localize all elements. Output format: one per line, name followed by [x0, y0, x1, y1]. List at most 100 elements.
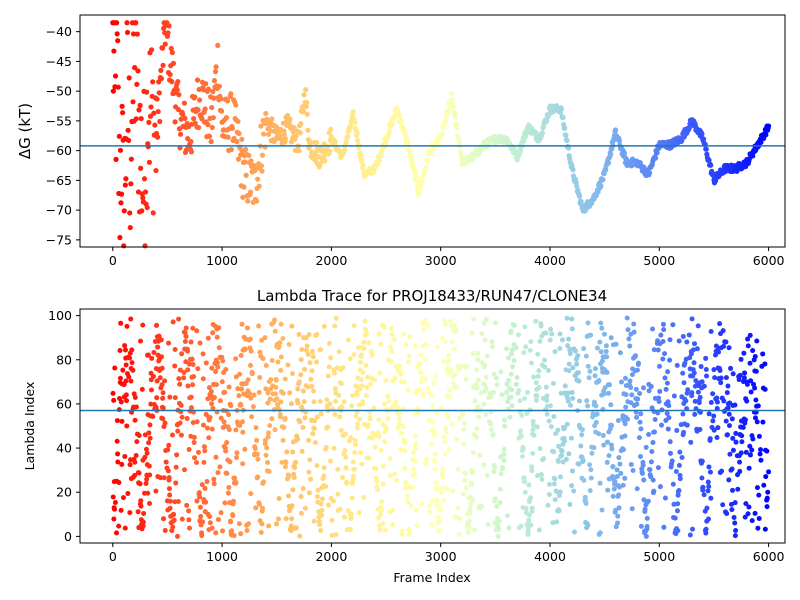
lambda-point	[203, 499, 209, 505]
lambda-point	[293, 525, 299, 531]
lambda-point	[136, 433, 142, 438]
lambda-point	[119, 461, 125, 467]
lambda-point	[209, 426, 215, 432]
lambda-point	[521, 446, 527, 452]
lambda-point	[741, 350, 747, 356]
lambda-point	[286, 493, 292, 499]
lambda-point	[360, 369, 366, 375]
lambda-point	[732, 402, 738, 408]
lambda-point	[479, 331, 485, 337]
delta-g-point	[142, 243, 148, 249]
delta-g-point	[616, 138, 623, 144]
lambda-point	[305, 352, 311, 358]
lambda-point	[140, 519, 146, 525]
lambda-point	[150, 413, 156, 419]
lambda-point	[416, 360, 422, 366]
delta-g-point	[247, 189, 254, 195]
lambda-point	[681, 380, 687, 386]
lambda-point	[542, 364, 548, 370]
lambda-point	[511, 358, 517, 364]
lambda-point	[279, 459, 285, 465]
delta-g-point	[414, 178, 420, 184]
lambda-point	[138, 498, 144, 504]
lambda-point	[539, 476, 545, 482]
delta-g-point	[130, 99, 136, 105]
delta-g-point	[419, 178, 425, 184]
lambda-point	[342, 514, 348, 520]
delta-g-point	[652, 155, 659, 161]
lambda-point	[719, 468, 725, 474]
lambda-point	[339, 404, 345, 410]
lambda-point	[171, 511, 177, 517]
lambda-point	[364, 374, 370, 380]
lambda-point	[518, 523, 524, 529]
lambda-point	[662, 351, 668, 357]
delta-g-point	[124, 20, 130, 26]
lambda-point	[380, 481, 386, 487]
lambda-point	[306, 469, 312, 475]
lambda-point	[402, 465, 408, 471]
lambda-point	[763, 474, 769, 480]
lambda-point	[530, 427, 536, 433]
lambda-point	[393, 399, 399, 405]
lambda-point	[222, 389, 228, 395]
lambda-point	[283, 460, 289, 466]
lambda-point	[566, 451, 572, 457]
lambda-point	[468, 502, 474, 508]
lambda-point	[671, 393, 677, 399]
lambda-point	[262, 335, 268, 341]
delta-g-point	[290, 129, 296, 135]
delta-g-axes-frame	[79, 14, 786, 248]
lambda-point	[625, 416, 631, 422]
lambda-point	[679, 455, 685, 461]
lambda-point	[338, 381, 344, 387]
delta-g-point	[598, 183, 604, 189]
lambda-point	[309, 368, 315, 374]
lambda-point	[764, 448, 770, 454]
lambda-point	[725, 405, 731, 411]
delta-g-point	[145, 144, 151, 150]
lambda-point	[380, 521, 386, 527]
lambda-point	[660, 356, 666, 362]
lambda-point	[112, 506, 118, 512]
lambda-point	[535, 373, 541, 379]
lambda-trace-title: Lambda Trace for PROJ18433/RUN47/CLONE34	[257, 287, 607, 305]
lambda-point	[623, 392, 629, 398]
lambda-point	[704, 505, 710, 511]
lambda-point	[446, 446, 452, 452]
delta-g-y-axis-label: ΔG (kT)	[16, 103, 34, 159]
lambda-point	[745, 336, 751, 342]
delta-g-point	[146, 159, 153, 165]
lambda-point	[603, 349, 609, 355]
lambda-point	[258, 529, 264, 535]
lambda-point	[226, 484, 232, 490]
lambda-point	[669, 458, 675, 464]
lambda-point	[521, 479, 527, 485]
lambda-point	[199, 533, 205, 539]
lambda-point	[337, 414, 343, 420]
delta-g-point	[218, 108, 225, 114]
lambda-point	[314, 462, 320, 468]
lambda-point	[145, 352, 151, 358]
lambda-point	[546, 491, 552, 497]
lambda-point	[643, 533, 649, 539]
lambda-point	[723, 418, 729, 424]
lambda-point	[593, 403, 599, 409]
delta-g-point	[287, 116, 293, 122]
lambda-point	[501, 452, 507, 458]
lambda-point	[124, 323, 130, 329]
delta-g-point	[360, 162, 366, 168]
lambda-point	[439, 335, 445, 341]
lambda-point	[508, 394, 514, 400]
lambda-point	[596, 378, 602, 383]
delta-g-point	[269, 116, 275, 122]
lambda-point	[223, 367, 229, 372]
lambda-point	[574, 361, 580, 367]
lambda-point	[166, 442, 172, 448]
lambda-point	[297, 419, 303, 425]
lambda-point	[498, 369, 504, 375]
lambda-point	[382, 527, 388, 533]
lambda-point	[441, 434, 447, 440]
delta-g-point	[300, 108, 307, 114]
x-tick-label: 1000	[206, 549, 238, 564]
